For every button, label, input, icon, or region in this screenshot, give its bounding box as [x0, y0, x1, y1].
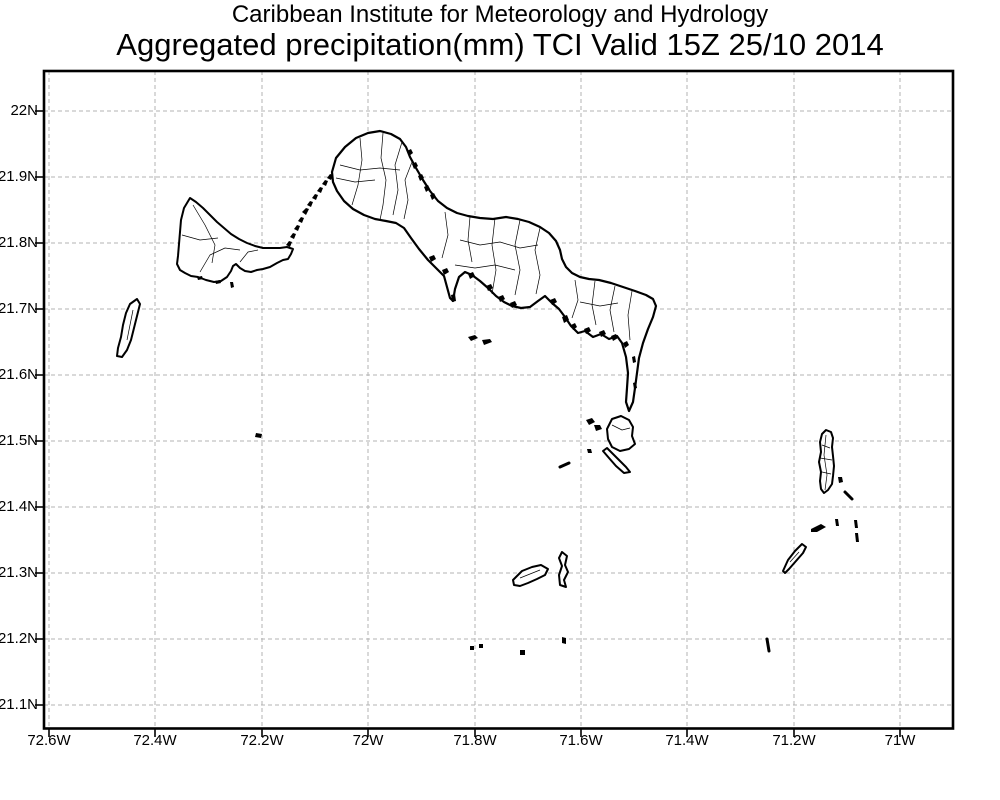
graticule-gridlines [44, 71, 953, 728]
west-caicos-outline [116, 298, 141, 358]
big-ambergris-cay-outline [558, 551, 569, 588]
lat-label: 21.4N [0, 498, 38, 515]
plot-border [42, 69, 955, 730]
small-cays [197, 149, 859, 655]
lon-label: 71.4W [665, 732, 709, 749]
lat-label: 21.6N [0, 366, 38, 383]
small-cay-dashes [558, 461, 854, 653]
lat-label: 21.2N [0, 630, 38, 647]
south-caicos-outline [606, 415, 636, 452]
coastline-outlines [116, 129, 835, 588]
lat-label: 21.9N [0, 168, 38, 185]
little-ambergris-cay-outline [512, 564, 549, 587]
plot-frame-and-ticks [35, 69, 955, 737]
lat-label: 22N [10, 102, 38, 119]
lon-label: 71.8W [453, 732, 497, 749]
lon-label: 71.2W [772, 732, 816, 749]
latitude-ticks [35, 110, 44, 706]
lon-label: 71.6W [559, 732, 603, 749]
lon-label: 72.2W [240, 732, 284, 749]
lon-label: 71W [884, 732, 916, 749]
lat-label: 21.1N [0, 696, 38, 713]
lon-label: 72W [352, 732, 384, 749]
plot-title: Caribbean Institute for Meteorology and … [0, 1, 1000, 62]
title-line-institution: Caribbean Institute for Meteorology and … [231, 1, 769, 28]
salt-cay-outline [782, 543, 807, 574]
lat-label: 21.7N [0, 300, 38, 317]
lat-label: 21.8N [0, 234, 38, 251]
lon-label: 72.6W [27, 732, 71, 749]
providenciales-outline [176, 197, 294, 283]
longitude-ticks [48, 728, 901, 737]
title-line-product: Aggregated precipitation(mm) TCI Valid 1… [116, 27, 884, 62]
lon-label: 72.4W [133, 732, 177, 749]
lat-label: 21.3N [0, 564, 38, 581]
lat-label: 21.5N [0, 432, 38, 449]
long-cay-outline [602, 447, 631, 474]
grand-turk-outline [818, 429, 835, 494]
caicos-main-islands-outline [330, 129, 658, 413]
admin-boundary-lines [126, 132, 833, 579]
